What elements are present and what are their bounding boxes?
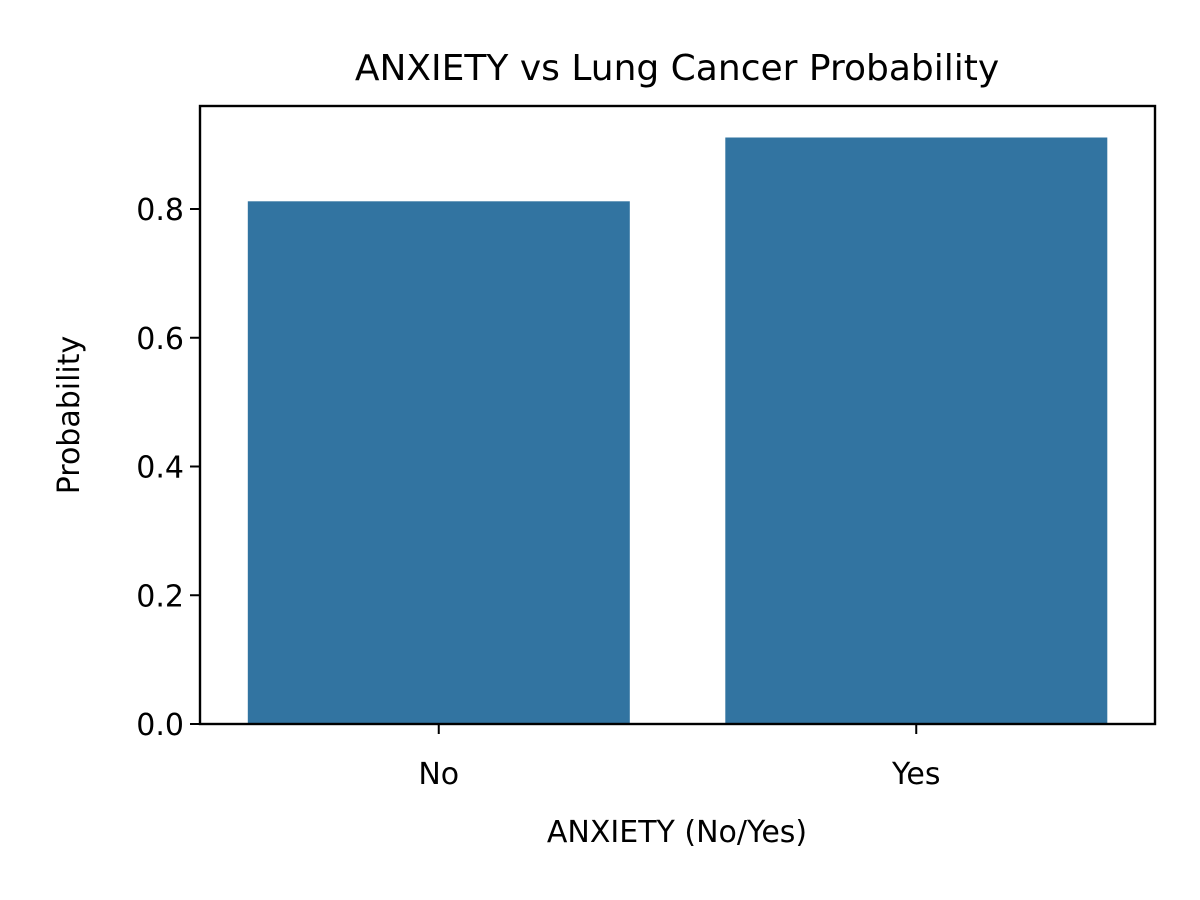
y-tick-label: 0.6	[136, 322, 184, 357]
chart-title: ANXIETY vs Lung Cancer Probability	[355, 48, 999, 89]
x-axis-title: ANXIETY (No/Yes)	[547, 815, 807, 850]
x-tick-label: No	[418, 757, 459, 792]
y-tick-label: 0.0	[136, 708, 184, 743]
y-tick-label: 0.4	[136, 451, 184, 486]
bar-no	[247, 201, 630, 725]
y-tick-label: 0.8	[136, 193, 184, 228]
ticks-layer: No Yes 0.0 0.2 0.4 0.6 0.8	[136, 193, 940, 792]
bar-yes	[725, 137, 1108, 724]
bars-layer	[247, 137, 1108, 725]
y-tick-label: 0.2	[136, 579, 184, 614]
x-tick-label: Yes	[891, 757, 940, 792]
plot-frame	[198, 104, 1157, 726]
y-axis-title: Probability	[52, 336, 87, 495]
